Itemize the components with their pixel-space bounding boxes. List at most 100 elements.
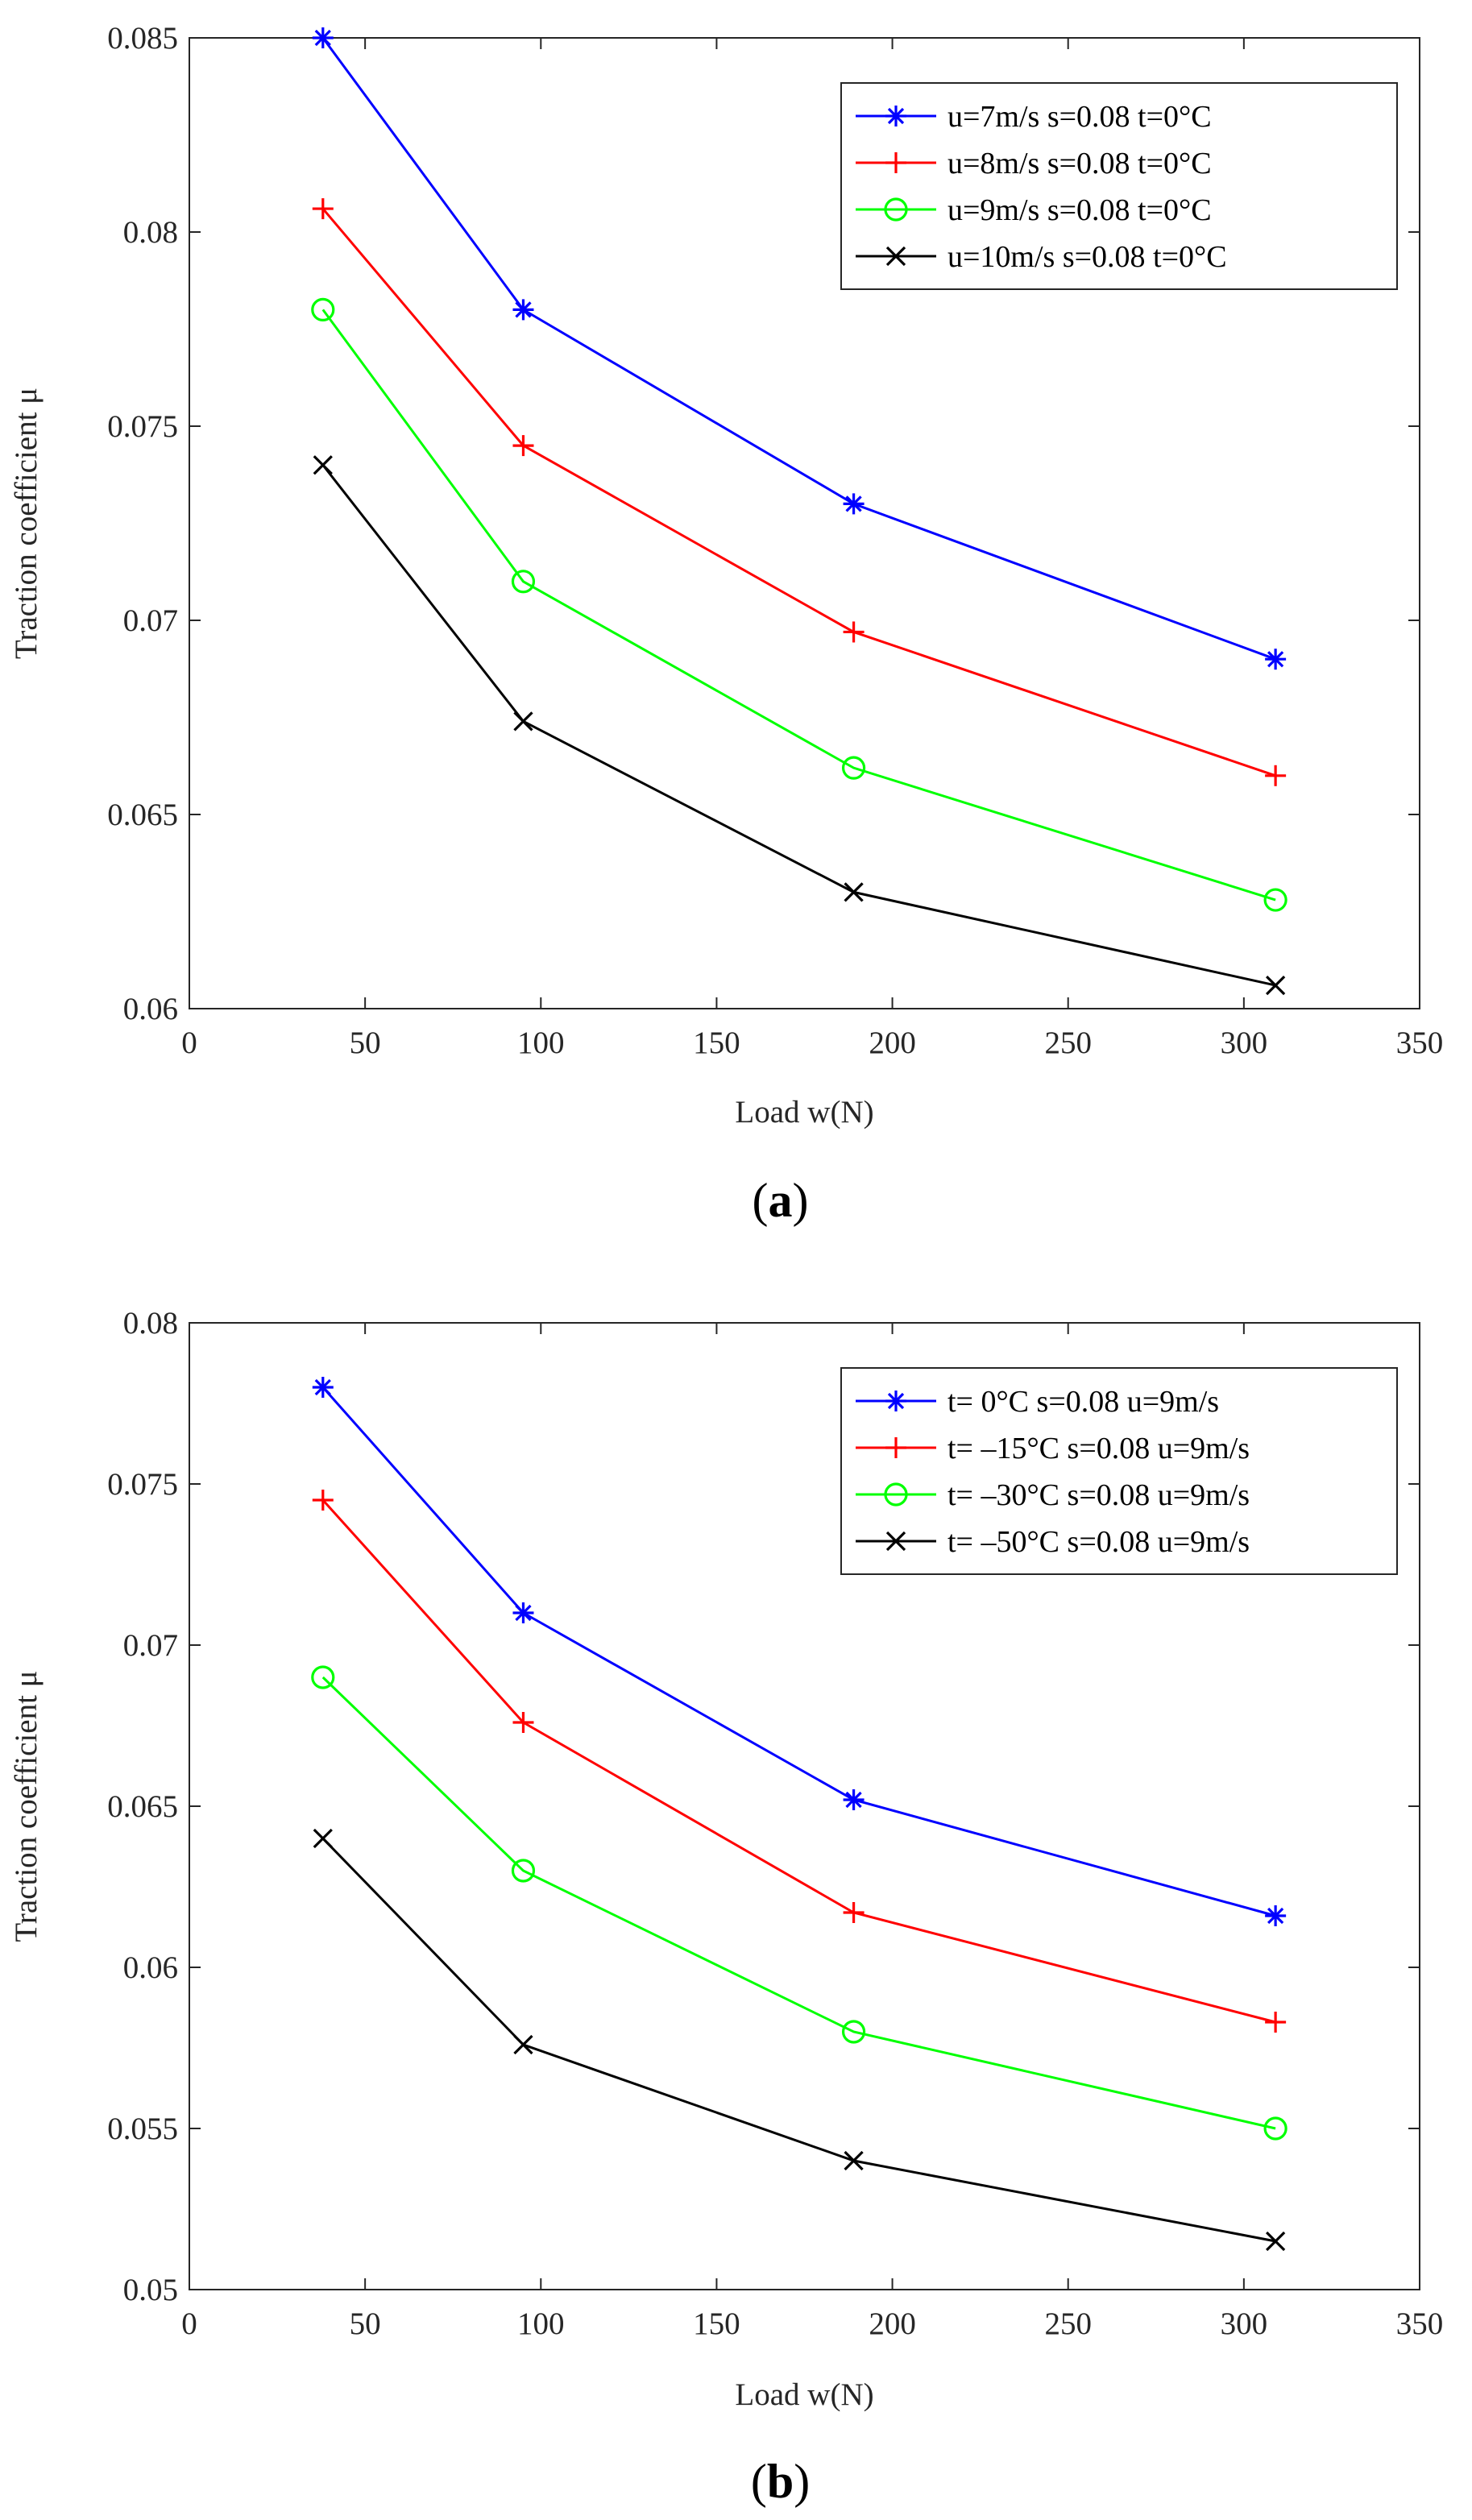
panel-label-open-paren: ( <box>753 1174 769 1227</box>
legend-item: t= –15°C s=0.08 u=9m/s <box>856 1432 1250 1465</box>
x-axis-title: Load w(N) <box>735 1095 873 1129</box>
panel-label: (a) <box>753 1174 809 1227</box>
series-0 <box>312 27 1287 670</box>
x-tick-label: 200 <box>869 1026 916 1060</box>
data-point-marker <box>844 2150 864 2171</box>
data-point-marker <box>843 1789 865 1810</box>
legend-label: u=7m/s s=0.08 t=0°C <box>947 100 1212 134</box>
x-tick-label: 150 <box>693 1026 740 1060</box>
legend-marker <box>885 246 906 267</box>
legend-label: u=9m/s s=0.08 t=0°C <box>947 193 1212 227</box>
legend-marker <box>885 1531 906 1552</box>
legend-box <box>840 82 1398 290</box>
y-tick-label: 0.085 <box>107 21 178 56</box>
data-point-marker <box>512 1712 534 1733</box>
data-point-marker <box>843 1902 865 1923</box>
legend-marker <box>885 1437 906 1458</box>
legend-marker <box>885 106 906 126</box>
data-point-marker <box>311 1665 335 1689</box>
legend-marker <box>884 197 908 222</box>
legend-item: t= –30°C s=0.08 u=9m/s <box>856 1478 1250 1512</box>
y-tick-label: 0.065 <box>107 798 178 832</box>
y-tick-label: 0.06 <box>123 992 178 1026</box>
x-tick-label: 300 <box>1221 2307 1268 2341</box>
x-tick-label: 200 <box>869 2307 916 2341</box>
y-tick-label: 0.065 <box>107 1789 178 1824</box>
legend-box <box>840 1367 1398 1575</box>
data-point-marker <box>313 455 333 475</box>
series-3 <box>313 455 1286 996</box>
data-point-marker <box>511 570 536 594</box>
y-tick-label: 0.07 <box>123 603 178 638</box>
series-line <box>321 1676 1276 2130</box>
series-2 <box>311 297 1287 912</box>
series-0 <box>312 1377 1287 1926</box>
y-tick-label: 0.075 <box>107 409 178 444</box>
data-point-marker <box>841 756 866 780</box>
series-line <box>321 37 1276 661</box>
x-tick-label: 300 <box>1221 1026 1268 1060</box>
legend-marker <box>885 152 906 173</box>
data-point-marker <box>843 493 865 515</box>
data-point-marker <box>1263 2116 1287 2141</box>
data-point-marker <box>312 1490 334 1511</box>
x-tick-label: 0 <box>181 1026 197 1060</box>
data-point-marker <box>841 2020 866 2044</box>
data-point-marker <box>313 1828 333 1849</box>
x-tick-label: 50 <box>350 2307 381 2341</box>
y-tick-label: 0.06 <box>123 1950 178 1985</box>
series-line <box>321 1498 1276 2024</box>
x-tick-label: 100 <box>517 2307 565 2341</box>
series-line <box>321 208 1276 777</box>
y-tick-label: 0.055 <box>107 2112 178 2146</box>
chart-panel-b: 0 50 100 150 200 250 300 350 0.05 0.055 0.06 0.065 0… <box>9 1306 1443 2508</box>
data-point-marker <box>843 621 865 643</box>
legend-item: u=9m/s s=0.08 t=0°C <box>856 193 1212 227</box>
x-axis-title: Load w(N) <box>735 2377 873 2412</box>
legend-item: t= –50°C s=0.08 u=9m/s <box>856 1525 1250 1559</box>
y-tick-label: 0.08 <box>123 215 178 250</box>
y-tick-label: 0.05 <box>123 2273 178 2307</box>
x-tick-label: 350 <box>1396 1026 1444 1060</box>
data-point-marker <box>1265 649 1287 670</box>
x-tick-label: 50 <box>350 1026 381 1060</box>
panel-label: (b) <box>751 2455 810 2508</box>
panel-label-close-paren: ) <box>793 1174 809 1227</box>
legend: t= 0°C s=0.08 u=9m/s t= –15°C s=0.08 u=9m… <box>840 1367 1398 1575</box>
data-point-marker <box>311 297 335 321</box>
x-tick-label: 250 <box>1044 1026 1092 1060</box>
legend-label: u=10m/s s=0.08 t=0°C <box>947 240 1227 274</box>
series-3 <box>313 1828 1286 2252</box>
data-point-marker <box>512 299 534 321</box>
data-point-marker <box>513 711 533 732</box>
x-tick-label: 0 <box>181 2307 197 2341</box>
data-point-marker <box>1265 2012 1287 2033</box>
data-point-marker <box>1265 2231 1286 2252</box>
x-tick-label: 100 <box>517 1026 565 1060</box>
y-axis-title: Traction coefficient μ <box>9 388 44 659</box>
data-point-marker <box>1265 975 1286 996</box>
panel-label-open-paren: ( <box>751 2455 767 2508</box>
series-1 <box>312 1490 1287 2033</box>
data-point-marker <box>512 1602 534 1623</box>
legend-item: t= 0°C s=0.08 u=9m/s <box>856 1385 1219 1419</box>
legend-label: t= 0°C s=0.08 u=9m/s <box>947 1385 1219 1419</box>
data-point-marker <box>512 435 534 457</box>
legend-item: u=8m/s s=0.08 t=0°C <box>856 147 1212 180</box>
data-point-marker <box>844 882 864 902</box>
data-point-marker <box>511 1859 536 1883</box>
series-2 <box>311 1665 1287 2141</box>
x-tick-label: 150 <box>693 2307 740 2341</box>
legend-marker <box>884 1482 908 1507</box>
y-axis-title: Traction coefficient μ <box>9 1670 44 1942</box>
panel-label-letter: b <box>767 2455 794 2508</box>
legend-label: t= –15°C s=0.08 u=9m/s <box>947 1432 1250 1465</box>
legend-label: u=8m/s s=0.08 t=0°C <box>947 147 1212 180</box>
panel-label-letter: a <box>769 1174 793 1227</box>
data-point-marker <box>1265 1905 1287 1926</box>
series-line <box>321 464 1276 987</box>
series-line <box>321 1386 1276 1917</box>
data-point-marker <box>312 198 334 220</box>
y-tick-label: 0.07 <box>123 1628 178 1663</box>
x-tick-label: 350 <box>1396 2307 1444 2341</box>
